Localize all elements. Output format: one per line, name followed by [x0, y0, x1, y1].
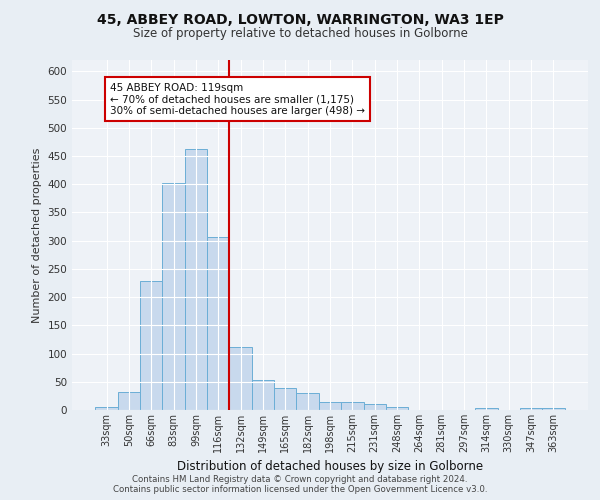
Bar	[542, 408, 565, 410]
Bar	[341, 402, 364, 410]
X-axis label: Distribution of detached houses by size in Golborne: Distribution of detached houses by size …	[177, 460, 483, 473]
Bar	[185, 149, 207, 410]
Bar	[274, 388, 296, 410]
Text: Contains public sector information licensed under the Open Government Licence v3: Contains public sector information licen…	[113, 485, 487, 494]
Bar	[207, 236, 229, 410]
Text: Size of property relative to detached houses in Golborne: Size of property relative to detached ho…	[133, 28, 467, 40]
Text: 45, ABBEY ROAD, LOWTON, WARRINGTON, WA3 1EP: 45, ABBEY ROAD, LOWTON, WARRINGTON, WA3 …	[97, 12, 503, 26]
Bar	[364, 404, 386, 410]
Text: Contains HM Land Registry data © Crown copyright and database right 2024.: Contains HM Land Registry data © Crown c…	[132, 475, 468, 484]
Bar	[95, 407, 118, 410]
Bar	[163, 182, 185, 410]
Bar	[296, 393, 319, 410]
Y-axis label: Number of detached properties: Number of detached properties	[32, 148, 42, 322]
Text: 45 ABBEY ROAD: 119sqm
← 70% of detached houses are smaller (1,175)
30% of semi-d: 45 ABBEY ROAD: 119sqm ← 70% of detached …	[110, 82, 365, 116]
Bar	[319, 402, 341, 410]
Bar	[118, 392, 140, 410]
Bar	[140, 282, 163, 410]
Bar	[475, 408, 497, 410]
Bar	[520, 408, 542, 410]
Bar	[386, 407, 408, 410]
Bar	[252, 380, 274, 410]
Bar	[229, 347, 252, 410]
